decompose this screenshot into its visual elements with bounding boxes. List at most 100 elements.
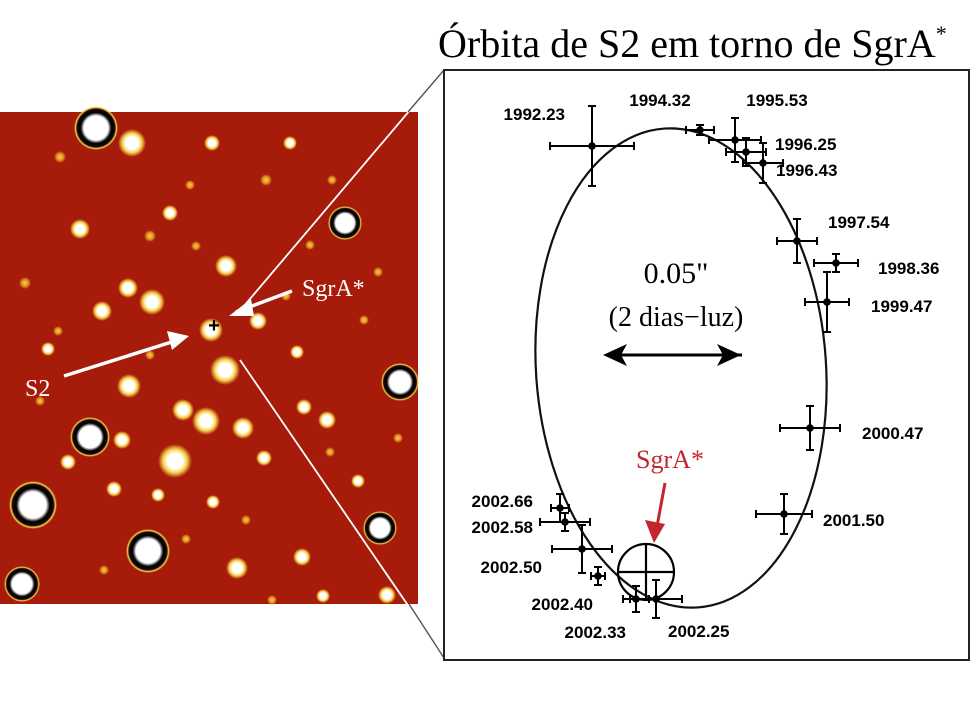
image-stars: [4, 106, 419, 605]
star: [172, 399, 194, 421]
figure-title: Órbita de S2 em torno de SgrA*: [438, 21, 947, 66]
epoch-label: 1995.53: [746, 91, 807, 110]
star: [204, 135, 220, 151]
bright-star: [126, 529, 170, 573]
star: [92, 301, 112, 321]
epoch-label: 1996.25: [775, 135, 836, 154]
star: [249, 312, 267, 330]
sgra-center-marker: [616, 542, 676, 602]
position-marker: [806, 424, 814, 432]
orbit-ellipse: [534, 127, 828, 609]
star: [113, 431, 131, 449]
bright-star: [9, 481, 57, 529]
star: [351, 474, 365, 488]
faint-star: [185, 180, 195, 190]
star: [296, 399, 312, 415]
observation-point: 1998.36: [813, 253, 939, 278]
star: [293, 548, 311, 566]
faint-star: [359, 315, 369, 325]
bright-star: [363, 511, 397, 545]
faint-star: [260, 174, 272, 186]
faint-star: [35, 396, 45, 406]
star: [232, 417, 254, 439]
scale-bar-value: 0.05": [644, 257, 709, 290]
observation-point: 1996.25: [725, 135, 836, 167]
faint-star: [54, 151, 66, 163]
observation-point: 2002.50: [481, 524, 613, 577]
observation-point: 2001.50: [755, 493, 884, 535]
epoch-label: 1998.36: [878, 259, 939, 278]
position-marker: [759, 159, 767, 167]
position-marker: [588, 142, 596, 150]
s2-image-label: S2: [25, 376, 50, 402]
star: [162, 205, 178, 221]
galactic-center-image: +: [0, 106, 419, 605]
star: [378, 586, 396, 604]
bright-star: [381, 363, 419, 401]
faint-star: [267, 595, 277, 605]
position-marker: [731, 136, 739, 144]
epoch-label: 2000.47: [862, 424, 923, 443]
faint-star: [191, 241, 201, 251]
observation-point: 2002.66: [472, 492, 570, 523]
star: [60, 454, 76, 470]
star: [151, 488, 165, 502]
bright-star: [4, 566, 40, 602]
epoch-label: 1999.47: [871, 297, 932, 316]
sgra-pointer: [229, 289, 293, 316]
faint-star: [327, 175, 337, 185]
star: [41, 342, 55, 356]
faint-star: [241, 515, 251, 525]
faint-star: [373, 267, 383, 277]
faint-star: [325, 447, 335, 457]
position-marker: [823, 298, 831, 306]
observation-points: 1992.23 1994.32 1995.53 1996.25 1996.43 1997.…: [472, 91, 940, 642]
observation-point: 2002.33: [565, 585, 650, 642]
epoch-label: 2002.40: [532, 595, 593, 614]
observation-point: 1997.54: [776, 213, 890, 264]
star: [118, 278, 138, 298]
epoch-label: 1997.54: [828, 213, 890, 232]
star: [118, 129, 146, 157]
faint-star: [305, 240, 315, 250]
position-marker: [696, 126, 704, 134]
observation-point: 1999.47: [804, 271, 932, 333]
faint-star: [19, 277, 31, 289]
star: [206, 495, 220, 509]
epoch-label: 2002.58: [472, 518, 533, 537]
epoch-label: 1992.23: [504, 105, 565, 124]
faint-star: [145, 350, 155, 360]
star: [316, 589, 330, 603]
image-background: [0, 112, 418, 604]
observation-point: 2002.58: [472, 512, 591, 537]
position-marker: [780, 510, 788, 518]
epoch-label: 1994.32: [629, 91, 690, 110]
sgra-orbit-label: SgrA*: [636, 445, 704, 474]
faint-star: [99, 565, 109, 575]
observation-point: 1996.43: [742, 142, 837, 184]
star: [318, 411, 336, 429]
observation-point: 1992.23: [504, 105, 635, 187]
star: [192, 407, 220, 435]
star: [199, 318, 223, 342]
observation-point: 2002.40: [532, 566, 606, 614]
star: [290, 345, 304, 359]
star: [256, 450, 272, 466]
epoch-label: 2001.50: [823, 511, 884, 530]
bright-star: [328, 206, 362, 240]
position-marker: [578, 545, 586, 553]
star: [117, 374, 141, 398]
scale-bar-caption: (2 dias−luz): [609, 302, 744, 333]
observation-point: 1994.32: [629, 91, 715, 136]
position-marker: [632, 595, 640, 603]
faint-star: [393, 433, 403, 443]
star: [70, 219, 90, 239]
sgra-orbit-arrow: [645, 482, 667, 543]
star: [158, 444, 192, 478]
position-marker: [652, 595, 660, 603]
s2-pointer: [63, 331, 189, 378]
epoch-label: 2002.66: [472, 492, 533, 511]
star: [215, 255, 237, 277]
observation-point: 2000.47: [779, 405, 923, 451]
